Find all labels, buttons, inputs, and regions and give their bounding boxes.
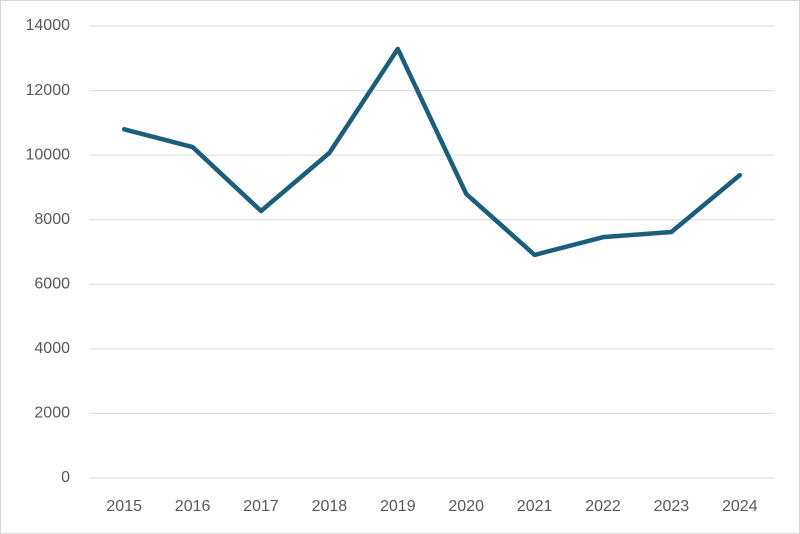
y-tick-label: 12000 [26, 82, 71, 99]
x-tick-label: 2019 [380, 498, 416, 515]
y-tick-label: 4000 [34, 340, 70, 357]
x-tick-label: 2020 [448, 498, 484, 515]
x-tick-label: 2023 [654, 498, 690, 515]
y-tick-label: 2000 [34, 405, 70, 422]
x-tick-label: 2024 [722, 498, 758, 515]
y-tick-label: 8000 [34, 211, 70, 228]
y-tick-label: 0 [61, 469, 70, 486]
y-tick-label: 14000 [26, 17, 71, 34]
data-line [121, 46, 743, 258]
y-tick-label: 6000 [34, 276, 70, 293]
y-tick-label: 10000 [26, 146, 71, 163]
x-tick-label: 2016 [175, 498, 211, 515]
x-tick-label: 2017 [243, 498, 279, 515]
x-tick-label: 2015 [106, 498, 142, 515]
x-tick-label: 2018 [312, 498, 348, 515]
x-tick-label: 2021 [517, 498, 553, 515]
x-tick-label: 2022 [585, 498, 621, 515]
